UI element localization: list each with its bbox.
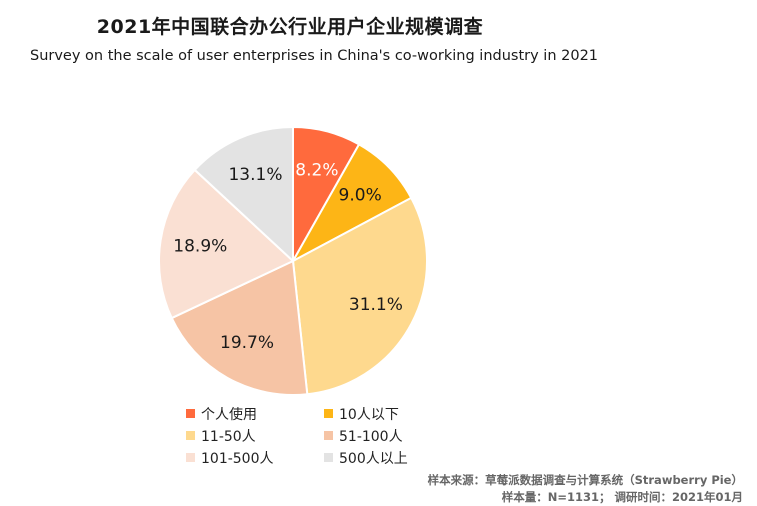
legend-label: 10人以下 — [339, 406, 399, 423]
legend-swatch — [186, 431, 195, 440]
data-label-6: 13.1% — [228, 165, 282, 185]
data-label-2: 9.0% — [339, 186, 382, 206]
data-label-1: 8.2% — [295, 160, 338, 180]
legend-label: 51-100人 — [339, 428, 403, 445]
legend-swatch — [324, 453, 333, 462]
source-note: 样本来源：草莓派数据调查与计算系统（Strawberry Pie） 样本量：N=… — [428, 472, 743, 506]
legend-item-11-50: 11-50人 — [186, 426, 324, 445]
legend-item-101-500: 101-500人 — [186, 448, 324, 467]
legend-swatch — [186, 453, 195, 462]
sample-line: 样本量：N=1131； 调研时间：2021年01月 — [501, 490, 743, 504]
source-line: 样本来源：草莓派数据调查与计算系统（Strawberry Pie） — [427, 473, 743, 487]
pie-slice-4 — [170, 259, 309, 396]
chart-subtitle: Survey on the scale of user enterprises … — [30, 48, 599, 64]
legend-item-personal: 个人使用 — [186, 404, 324, 423]
legend-label: 101-500人 — [201, 450, 274, 467]
legend-label: 500人以上 — [339, 450, 408, 467]
pie-chart: 8.2%9.0% 31.1% 19.7% 18.9% 13.1% — [158, 125, 428, 396]
legend-item-under-10: 10人以下 — [324, 404, 474, 423]
chart-title: 2021年中国联合办公行业用户企业规模调查 — [96, 16, 484, 38]
legend-label: 个人使用 — [201, 406, 257, 423]
legend-label: 11-50人 — [201, 428, 256, 445]
data-label-5: 18.9% — [173, 237, 227, 257]
legend-swatch — [324, 431, 333, 440]
data-label-4: 19.7% — [220, 333, 274, 353]
legend-swatch — [324, 409, 333, 418]
legend-swatch — [186, 409, 195, 418]
legend: 个人使用 10人以下 11-50人 51-100人 101-500人 500人以… — [186, 404, 474, 467]
legend-item-51-100: 51-100人 — [324, 426, 474, 445]
data-label-3: 31.1% — [349, 295, 403, 315]
pie-slice-5 — [158, 168, 295, 320]
legend-item-over-500: 500人以上 — [324, 448, 474, 467]
pie-slice-3 — [291, 196, 428, 396]
pie-slice-6 — [193, 125, 294, 264]
